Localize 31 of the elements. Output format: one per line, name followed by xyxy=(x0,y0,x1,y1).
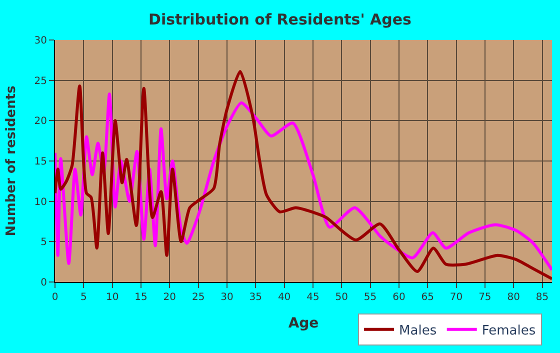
chart-title: Distribution of Residents' Ages xyxy=(148,10,412,29)
legend-label: Females xyxy=(482,323,536,338)
x-tick-label: 45 xyxy=(306,292,320,303)
x-tick-label: 50 xyxy=(335,292,348,303)
x-tick-label: 5 xyxy=(80,292,87,303)
y-tick-label: 10 xyxy=(34,196,47,208)
y-tick-label: 0 xyxy=(40,278,47,288)
y-tick-label: 20 xyxy=(34,116,47,128)
x-tick-label: 15 xyxy=(134,292,148,303)
x-tick-label: 55 xyxy=(364,292,377,303)
x-tick-label: 70 xyxy=(450,292,463,303)
x-tick-label: 25 xyxy=(192,292,205,303)
y-axis-title: Number of residents xyxy=(4,85,20,236)
x-tick-label: 40 xyxy=(278,292,291,303)
x-tick-label: 60 xyxy=(392,292,406,303)
x-axis-title: Age xyxy=(288,315,319,332)
y-tick-label: 5 xyxy=(40,237,47,248)
x-tick-label: 75 xyxy=(478,292,492,303)
y-tick-label: 15 xyxy=(34,156,47,168)
x-tick-label: 20 xyxy=(163,292,176,303)
y-tick-label: 25 xyxy=(34,76,47,87)
line-series xyxy=(55,70,552,280)
x-tick-label: 30 xyxy=(220,292,234,303)
x-tick-label: 65 xyxy=(421,292,434,303)
x-tick-label: 80 xyxy=(507,292,520,303)
x-tick-label: 35 xyxy=(249,292,262,303)
x-tick-label: 0 xyxy=(52,292,58,303)
legend-label: Males xyxy=(399,323,437,338)
x-tick-label: 10 xyxy=(106,292,119,303)
x-tick-label: 85 xyxy=(536,292,549,303)
y-tick-label: 30 xyxy=(34,36,47,46)
